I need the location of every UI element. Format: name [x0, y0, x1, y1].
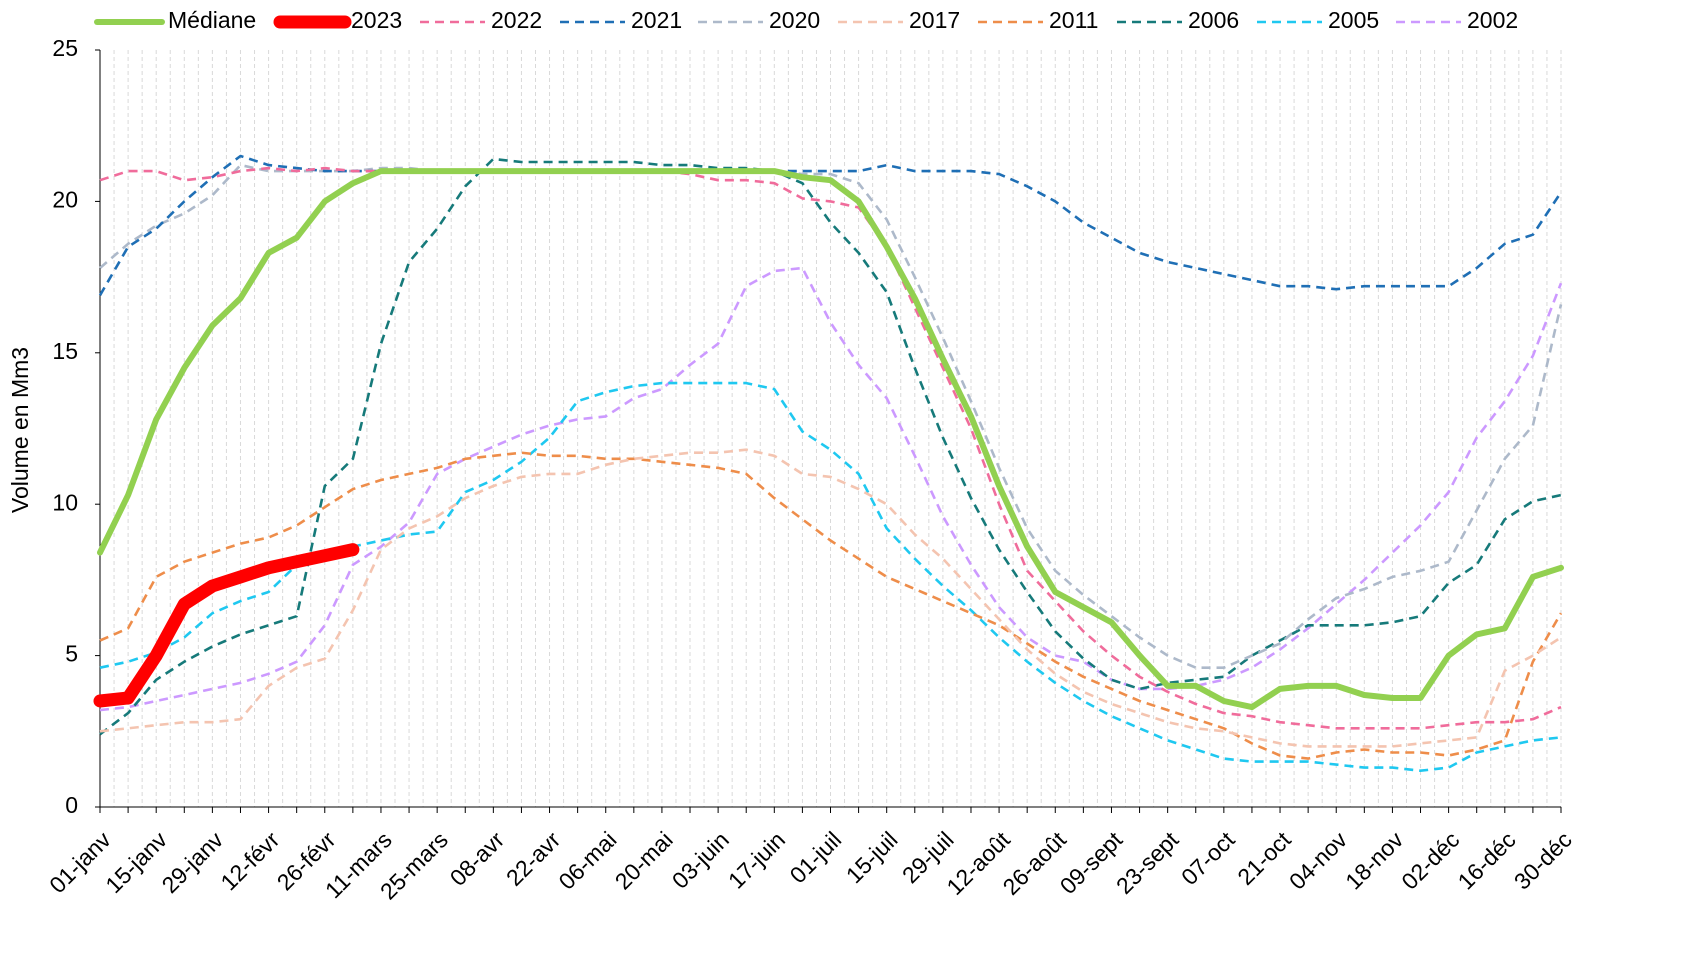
x-tick-label: 09-sept	[1055, 826, 1128, 899]
legend-label: 2006	[1188, 7, 1239, 33]
x-tick-label: 15-juil	[841, 826, 903, 888]
x-tick-label: 20-mai	[610, 826, 678, 894]
x-tick-label: 07-oct	[1176, 826, 1240, 890]
y-tick-label: 5	[65, 641, 78, 667]
y-tick-label: 25	[52, 35, 78, 61]
y-tick-label: 15	[52, 338, 78, 364]
x-tick-label: 02-déc	[1396, 826, 1464, 894]
y-tick-label: 0	[65, 792, 78, 818]
legend-label: 2023	[351, 7, 402, 33]
legend-label: 2011	[1049, 7, 1098, 33]
legend-label: 2005	[1328, 7, 1379, 33]
legend-label: 2002	[1467, 7, 1518, 33]
y-axis-title: Volume en Mm3	[7, 347, 33, 513]
series-line	[99, 166, 1562, 730]
x-tick-label: 16-déc	[1453, 826, 1521, 894]
legend-label: 2021	[631, 7, 682, 33]
y-tick-label: 20	[52, 186, 78, 212]
legend-label: 2020	[769, 7, 820, 33]
x-tick-label: 29-janv	[156, 826, 228, 898]
x-tick-label: 12-févr	[215, 826, 284, 895]
x-tick-label: 04-nov	[1284, 826, 1352, 894]
x-tick-label: 17-juin	[723, 826, 790, 893]
x-tick-label: 21-oct	[1232, 826, 1296, 890]
series-line	[97, 168, 1564, 711]
x-tick-label: 22-avr	[501, 826, 566, 891]
x-tick-label: 15-janv	[100, 826, 172, 898]
series-line	[93, 543, 360, 708]
x-tick-label: 23-sept	[1111, 826, 1184, 899]
series-line	[99, 448, 1562, 748]
series-line	[99, 451, 1563, 760]
x-tick-label: 06-mai	[553, 826, 621, 894]
series-line	[99, 163, 1563, 669]
x-tick-label: 03-juin	[667, 826, 734, 893]
y-tick-label: 10	[52, 489, 78, 515]
legend-label: 2017	[909, 7, 960, 33]
x-tick-label: 01-juil	[785, 826, 847, 888]
x-tick-label: 01-janv	[44, 826, 116, 898]
series-line	[99, 266, 1563, 712]
x-tick-label: 26-août	[998, 826, 1072, 900]
legend-label: Médiane	[168, 7, 256, 33]
x-tick-label: 30-déc	[1509, 826, 1577, 894]
legend-label: 2022	[491, 7, 542, 33]
x-tick-label: 18-nov	[1340, 826, 1408, 894]
series-line	[99, 157, 1562, 736]
x-tick-label: 08-avr	[445, 826, 510, 891]
